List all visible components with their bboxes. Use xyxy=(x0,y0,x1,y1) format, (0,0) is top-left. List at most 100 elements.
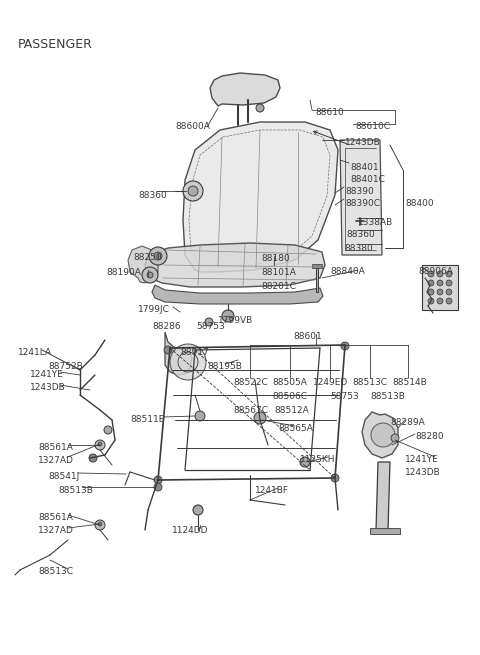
Text: 88505A: 88505A xyxy=(272,378,307,387)
Text: 88513C: 88513C xyxy=(38,567,73,576)
Polygon shape xyxy=(340,140,382,255)
Text: 1327AD: 1327AD xyxy=(38,526,74,535)
Circle shape xyxy=(446,289,452,295)
Text: 88390: 88390 xyxy=(345,187,374,196)
Text: 88201C: 88201C xyxy=(261,282,296,291)
Circle shape xyxy=(195,411,205,421)
Text: 88610C: 88610C xyxy=(355,122,390,131)
Text: 1799VB: 1799VB xyxy=(218,316,253,325)
Text: 1338AB: 1338AB xyxy=(358,218,393,227)
Text: 1241YE: 1241YE xyxy=(405,455,439,464)
Circle shape xyxy=(428,298,434,304)
Text: 88511E: 88511E xyxy=(130,415,164,424)
Text: 1125KH: 1125KH xyxy=(300,455,336,464)
Circle shape xyxy=(170,344,206,380)
Text: 88180: 88180 xyxy=(261,254,290,263)
Circle shape xyxy=(446,298,452,304)
Circle shape xyxy=(95,520,105,530)
Text: 88610: 88610 xyxy=(315,108,344,117)
Text: 88289A: 88289A xyxy=(390,418,425,427)
Text: 88541J: 88541J xyxy=(48,472,79,481)
Polygon shape xyxy=(145,243,325,287)
Circle shape xyxy=(437,271,443,277)
Text: 1243DB: 1243DB xyxy=(345,138,381,147)
Text: 1124DD: 1124DD xyxy=(172,526,208,535)
Circle shape xyxy=(437,298,443,304)
Circle shape xyxy=(428,280,434,286)
Circle shape xyxy=(188,186,198,196)
Text: 88250: 88250 xyxy=(133,253,162,262)
Circle shape xyxy=(222,310,234,322)
Text: 58753: 58753 xyxy=(330,392,359,401)
Text: 88506C: 88506C xyxy=(272,392,307,401)
Polygon shape xyxy=(183,122,338,272)
Text: 88514B: 88514B xyxy=(392,378,427,387)
Circle shape xyxy=(446,271,452,277)
Text: 1799JC: 1799JC xyxy=(138,305,170,314)
Text: 88390C: 88390C xyxy=(345,199,380,208)
Text: 88565A: 88565A xyxy=(278,424,313,433)
Circle shape xyxy=(446,280,452,286)
Circle shape xyxy=(149,247,167,265)
Polygon shape xyxy=(362,412,398,458)
Circle shape xyxy=(193,505,203,515)
Text: 88360: 88360 xyxy=(138,191,167,200)
Polygon shape xyxy=(165,332,192,375)
Text: 88522C: 88522C xyxy=(233,378,268,387)
Text: 88601: 88601 xyxy=(293,332,322,341)
Circle shape xyxy=(428,271,434,277)
Text: 1241YE: 1241YE xyxy=(30,370,64,379)
Text: 88401C: 88401C xyxy=(350,175,385,184)
Text: 88600A: 88600A xyxy=(175,122,210,131)
Text: 1243DB: 1243DB xyxy=(30,383,66,392)
Text: 88917: 88917 xyxy=(180,348,209,357)
Polygon shape xyxy=(316,265,318,292)
Text: 88400: 88400 xyxy=(405,199,433,208)
Circle shape xyxy=(437,289,443,295)
Text: 88401: 88401 xyxy=(350,163,379,172)
Polygon shape xyxy=(210,73,280,106)
Text: 88561A: 88561A xyxy=(38,443,73,452)
Text: 88567C: 88567C xyxy=(233,406,268,415)
Circle shape xyxy=(391,434,399,442)
Circle shape xyxy=(98,442,102,446)
Circle shape xyxy=(104,426,112,434)
Text: 88513C: 88513C xyxy=(352,378,387,387)
Text: 88561A: 88561A xyxy=(38,513,73,522)
Text: 88752B: 88752B xyxy=(48,362,83,371)
Text: 88513B: 88513B xyxy=(58,486,93,495)
Text: 1241LA: 1241LA xyxy=(18,348,52,357)
Circle shape xyxy=(331,474,339,482)
Text: 88190A: 88190A xyxy=(106,268,141,277)
Polygon shape xyxy=(312,264,322,268)
Text: 1249ED: 1249ED xyxy=(313,378,348,387)
Circle shape xyxy=(147,272,153,278)
Text: 88280: 88280 xyxy=(415,432,444,441)
Text: PASSENGER: PASSENGER xyxy=(18,38,93,51)
Circle shape xyxy=(154,476,162,484)
Polygon shape xyxy=(152,285,323,304)
Text: 88380: 88380 xyxy=(344,244,373,253)
Text: 1327AD: 1327AD xyxy=(38,456,74,465)
Circle shape xyxy=(164,346,172,354)
Polygon shape xyxy=(422,265,458,310)
Polygon shape xyxy=(376,462,390,530)
Circle shape xyxy=(256,104,264,112)
Circle shape xyxy=(428,289,434,295)
Text: 88513B: 88513B xyxy=(370,392,405,401)
Circle shape xyxy=(371,423,395,447)
Text: 88286: 88286 xyxy=(152,322,180,331)
Polygon shape xyxy=(370,528,400,534)
Text: 88906A: 88906A xyxy=(418,267,453,276)
Text: 88360: 88360 xyxy=(346,230,375,239)
Text: 88195B: 88195B xyxy=(207,362,242,371)
Circle shape xyxy=(341,342,349,350)
Circle shape xyxy=(183,181,203,201)
Circle shape xyxy=(142,267,158,283)
Circle shape xyxy=(254,412,266,424)
Circle shape xyxy=(154,483,162,491)
Text: 1243DB: 1243DB xyxy=(405,468,441,477)
Circle shape xyxy=(300,457,310,467)
Polygon shape xyxy=(128,246,158,283)
Text: 88101A: 88101A xyxy=(261,268,296,277)
